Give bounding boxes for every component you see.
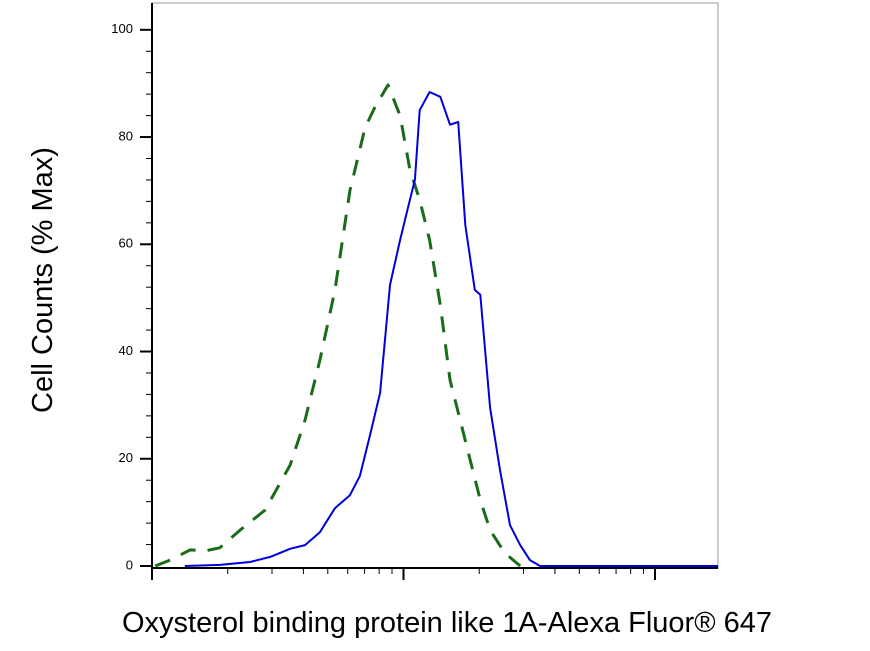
y-tick-label: 20	[119, 450, 133, 465]
x-axis-title: Oxysterol binding protein like 1A-Alexa …	[122, 607, 772, 639]
series-line	[154, 83, 522, 568]
series-line	[184, 91, 718, 567]
y-tick-label: 80	[119, 128, 133, 143]
y-axis-title: Cell Counts (% Max)	[27, 147, 59, 413]
plot-frame	[151, 2, 719, 569]
y-tick-label: 60	[119, 236, 133, 251]
y-tick-label: 0	[126, 557, 133, 572]
y-tick-label: 40	[119, 343, 133, 358]
y-tick-label: 100	[111, 21, 133, 36]
